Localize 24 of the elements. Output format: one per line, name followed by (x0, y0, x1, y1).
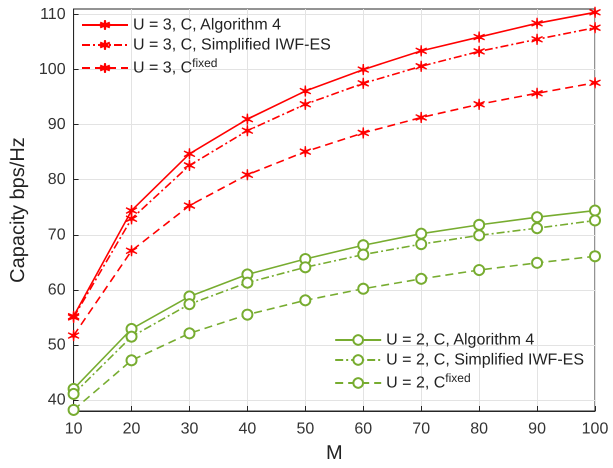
y-tick-label: 50 (48, 336, 66, 354)
y-tick-label: 110 (40, 6, 66, 24)
y-axis-title: Capacity bps/Hz (7, 137, 29, 283)
y-tick-label: 40 (48, 391, 66, 408)
x-tick-label: 100 (582, 420, 608, 438)
legend-label: U = 2, C, Simplified IWF-ES (386, 352, 584, 368)
y-tick-label: 60 (48, 281, 66, 298)
x-tick-label: 80 (470, 420, 488, 438)
legend-label: U = 3, C, Simplified IWF-ES (133, 36, 331, 54)
y-tick-label: 100 (38, 61, 66, 78)
y-tick-label: 90 (48, 116, 66, 134)
y-tick-label: 80 (48, 171, 66, 188)
x-tick-label: 30 (180, 420, 198, 438)
x-axis-title: M (326, 442, 343, 464)
legend-label: U = 2, C, Algorithm 4 (386, 332, 534, 348)
x-tick-label: 70 (412, 420, 430, 438)
x-tick-label: 40 (238, 420, 256, 438)
y-tick-label: 70 (48, 226, 66, 244)
x-tick-label: 90 (528, 420, 546, 438)
x-tick-label: 50 (296, 420, 314, 438)
legend-label: U = 3, C, Algorithm 4 (133, 16, 282, 34)
x-tick-label: 10 (64, 420, 83, 438)
x-tick-label: 20 (122, 420, 141, 438)
x-tick-label: 60 (354, 420, 372, 438)
